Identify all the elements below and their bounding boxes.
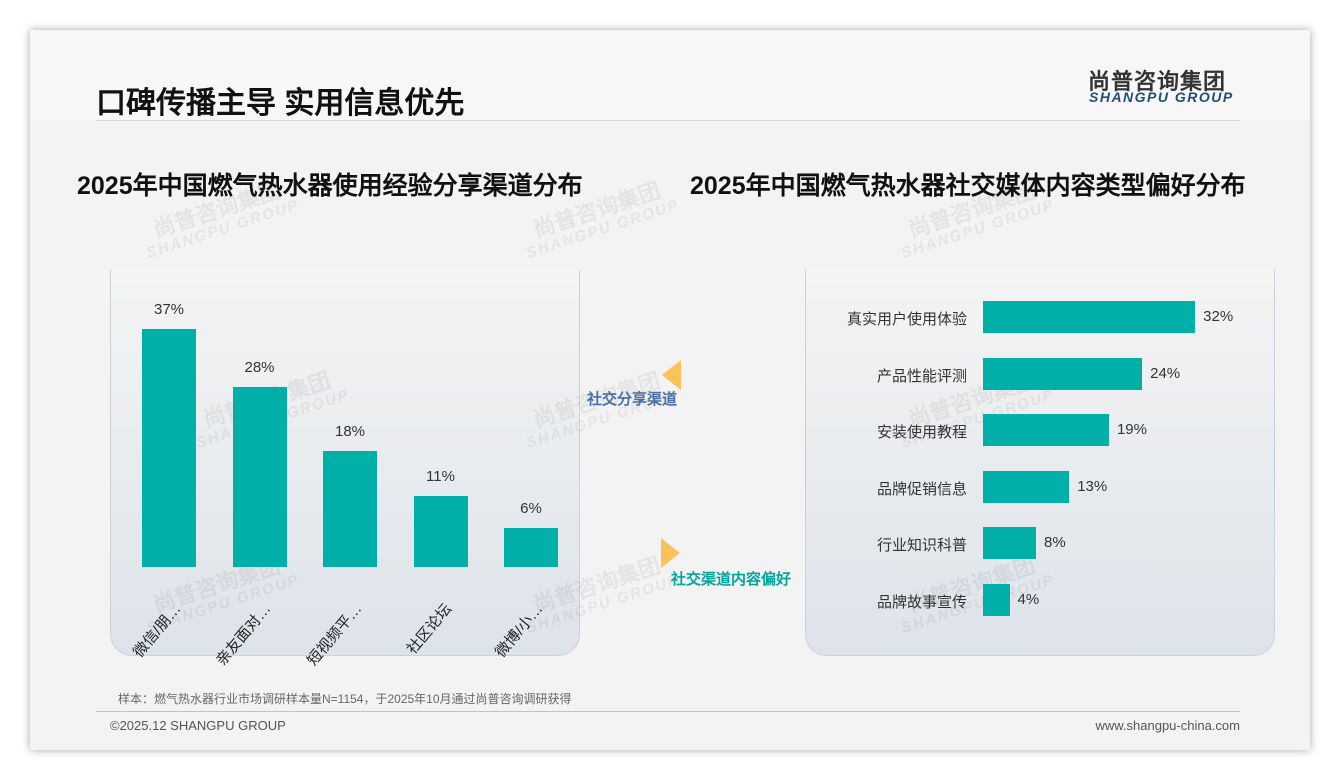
left-arrow-icon xyxy=(662,360,681,390)
right-chart-title: 2025年中国燃气热水器社交媒体内容类型偏好分布 xyxy=(690,172,1246,200)
bar xyxy=(323,451,377,567)
y-tick-label: 行业知识科普 xyxy=(876,537,967,555)
website-link[interactable]: www.shangpu-china.com xyxy=(1095,718,1240,733)
right-arrow-label: 社交渠道内容偏好 xyxy=(671,571,792,588)
left-arrow-label: 社交分享渠道 xyxy=(587,391,678,408)
divider xyxy=(96,120,1240,121)
right-chart-panel xyxy=(805,270,1275,656)
copyright: ©2025.12 SHANGPU GROUP xyxy=(110,718,286,733)
y-tick-label: 品牌故事宣传 xyxy=(876,594,967,611)
bar xyxy=(983,470,1070,503)
bar xyxy=(983,414,1109,447)
left-chart-title: 2025年中国燃气热水器使用经验分享渠道分布 xyxy=(77,172,583,200)
data-label: 6% xyxy=(520,500,542,518)
data-label: 19% xyxy=(1116,421,1147,439)
data-label: 32% xyxy=(1203,308,1234,325)
footer-divider xyxy=(96,711,1240,712)
data-label: 13% xyxy=(1077,477,1108,495)
y-tick-label: 真实用户使用体验 xyxy=(846,311,967,328)
data-label: 4% xyxy=(1017,591,1040,608)
bar xyxy=(232,386,287,567)
bar xyxy=(142,329,196,567)
y-tick-label: 安装使用教程 xyxy=(876,424,967,442)
page-title: 口碑传播主导 实用信息优先 xyxy=(96,87,465,120)
data-label: 37% xyxy=(153,301,185,319)
header xyxy=(30,30,1310,120)
data-label: 11% xyxy=(426,468,455,486)
bar xyxy=(983,584,1010,616)
data-label: 8% xyxy=(1044,534,1066,552)
bar xyxy=(983,527,1037,560)
logo-cn: 尚普咨询集团 xyxy=(1088,69,1227,94)
data-label: 18% xyxy=(334,423,366,441)
bar xyxy=(504,528,558,567)
data-label: 24% xyxy=(1150,364,1181,382)
data-label: 28% xyxy=(244,358,275,376)
slide: 口碑传播主导 实用信息优先 尚普咨询集团 SHANGPU GROUP 2025年… xyxy=(30,30,1310,750)
bar xyxy=(983,301,1196,333)
bar xyxy=(983,357,1143,390)
y-tick-label: 产品性能评测 xyxy=(876,367,967,385)
sample-note: 样本：燃气热水器行业市场调研样本量N=1154，于2025年10月通过尚普咨询调… xyxy=(118,692,572,706)
y-tick-label: 品牌促销信息 xyxy=(876,480,967,498)
bar xyxy=(413,496,468,567)
right-arrow-icon xyxy=(661,538,680,568)
logo-en: SHANGPU GROUP xyxy=(1089,89,1234,105)
